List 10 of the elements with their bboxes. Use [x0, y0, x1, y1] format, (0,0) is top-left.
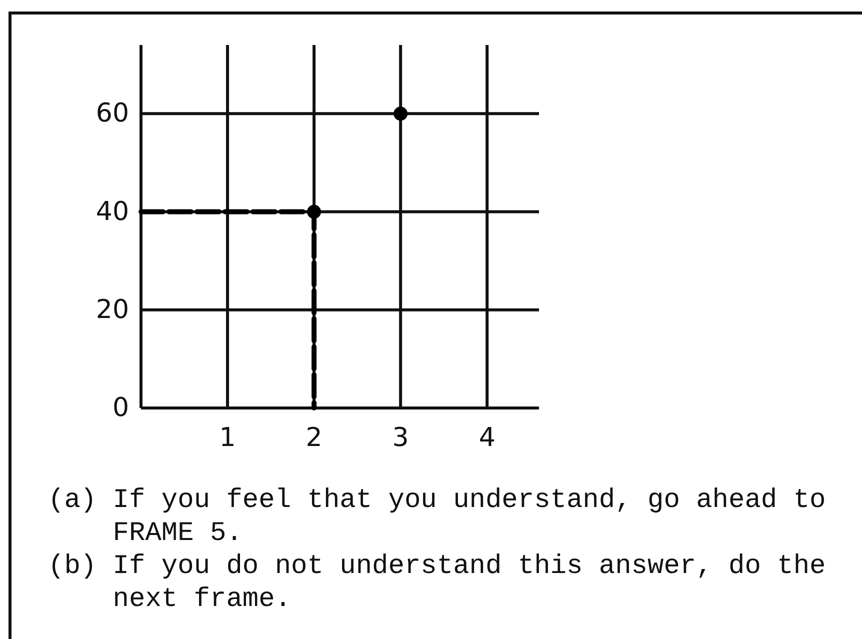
x-tick-label: 4 [478, 423, 496, 453]
x-tick-label: 1 [219, 423, 236, 453]
x-tick-label: 2 [306, 423, 322, 453]
text: (b) If you do not understand this answer, do the next frame. [48, 552, 826, 615]
x-tick-label: 3 [392, 423, 409, 453]
y-tick-label: 0 [112, 393, 129, 423]
y-tick-label: 20 [96, 294, 129, 325]
y-tick-label: 60 [96, 98, 129, 129]
y-tick-label: 40 [96, 196, 129, 227]
text: (a) If you feel that you understand, go ahead to FRAME 5. [48, 486, 826, 549]
